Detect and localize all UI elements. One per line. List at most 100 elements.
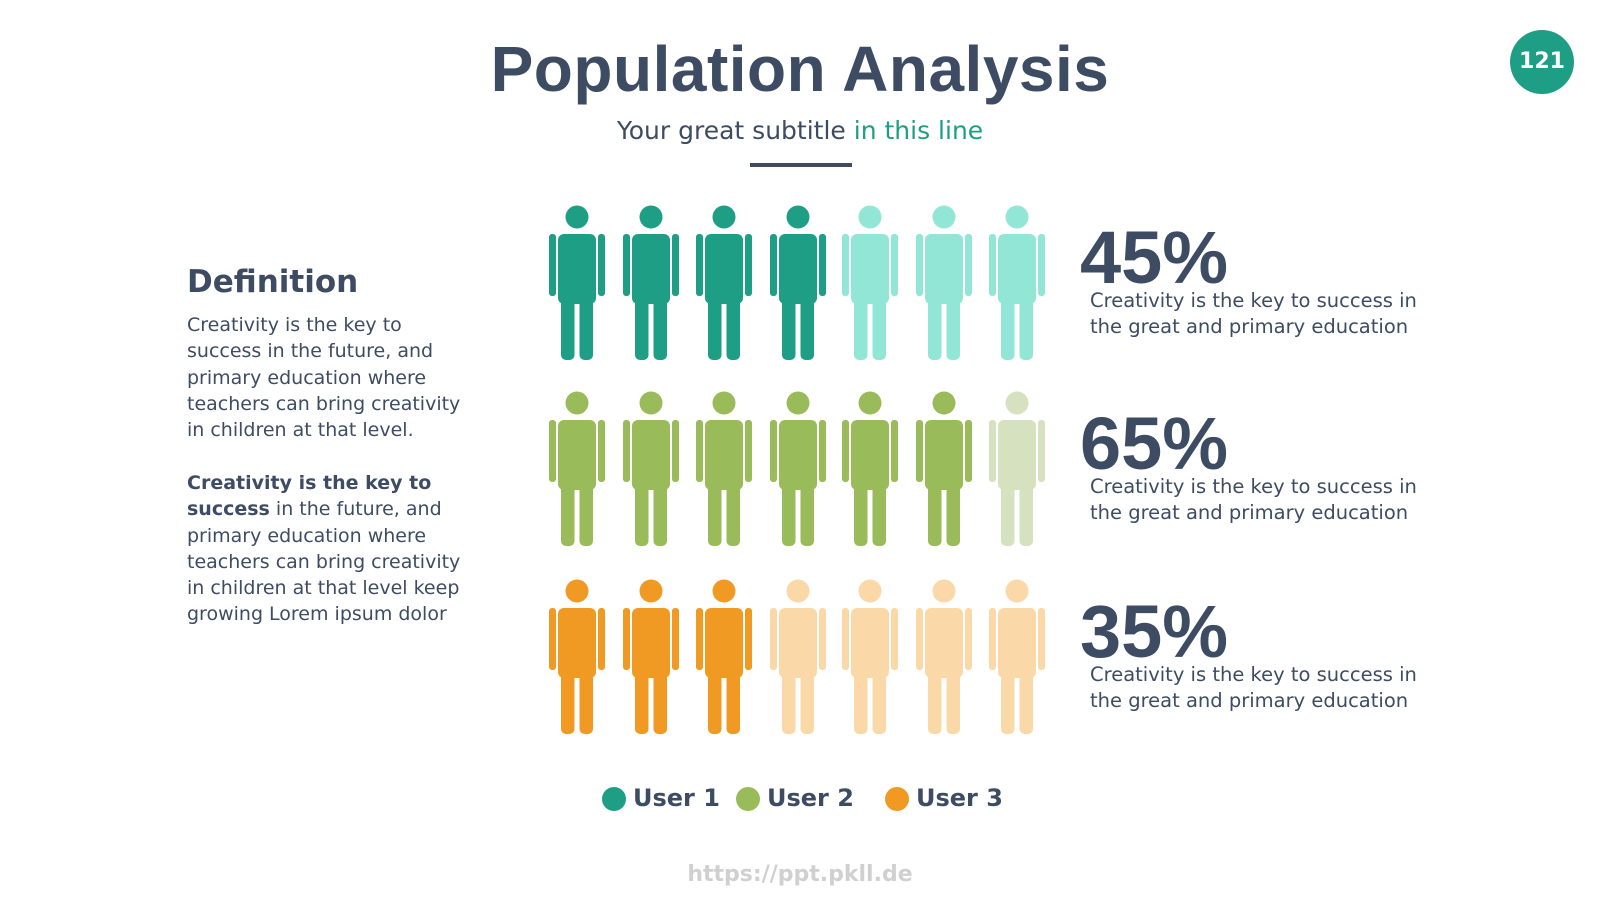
icon-arm	[842, 234, 849, 296]
person-icon	[770, 391, 826, 546]
icon-leg	[1001, 669, 1015, 734]
icon-leg	[561, 669, 575, 734]
icon-torso	[779, 608, 817, 678]
icon-torso	[998, 608, 1036, 678]
icon-torso	[925, 420, 963, 490]
icon-head	[639, 205, 663, 229]
icon-arm	[1038, 608, 1045, 670]
icon-leg	[946, 481, 960, 546]
icon-head	[1005, 579, 1029, 603]
icon-head	[858, 579, 882, 603]
icon-leg	[726, 481, 740, 546]
icon-arm	[672, 420, 679, 482]
icon-head	[712, 579, 736, 603]
icon-torso	[779, 420, 817, 490]
icon-arm	[891, 234, 898, 296]
icon-torso	[558, 420, 596, 490]
icon-head	[1005, 205, 1029, 229]
person-icon	[989, 391, 1045, 546]
icon-torso	[925, 234, 963, 304]
icon-arm	[598, 608, 605, 670]
icon-arm	[745, 234, 752, 296]
icon-leg	[579, 295, 593, 360]
icon-torso	[558, 608, 596, 678]
person-icon	[623, 579, 679, 734]
icon-leg	[1019, 481, 1033, 546]
icon-leg	[708, 295, 722, 360]
page-number: 121	[1510, 30, 1574, 94]
person-icon	[623, 205, 679, 360]
icon-arm	[819, 608, 826, 670]
person-icon	[842, 579, 898, 734]
icon-leg	[635, 295, 649, 360]
icon-leg	[561, 481, 575, 546]
icon-arm	[549, 234, 556, 296]
icon-leg	[928, 481, 942, 546]
icon-leg	[872, 481, 886, 546]
icon-arm	[842, 608, 849, 670]
subtitle: Your great subtitle in this line	[0, 116, 1600, 145]
icon-arm	[696, 420, 703, 482]
icon-leg	[946, 669, 960, 734]
icon-arm	[549, 608, 556, 670]
row-description: Creativity is the key to success in the g…	[1090, 475, 1417, 524]
row-description: Creativity is the key to success in the g…	[1090, 663, 1417, 712]
icon-arm	[989, 608, 996, 670]
icon-arm	[770, 608, 777, 670]
icon-torso	[705, 608, 743, 678]
icon-torso	[851, 234, 889, 304]
icon-torso	[705, 234, 743, 304]
person-icon	[989, 579, 1045, 734]
person-icon	[623, 391, 679, 546]
icon-arm	[1038, 234, 1045, 296]
icon-head	[786, 579, 810, 603]
icon-arm	[549, 420, 556, 482]
icon-head	[858, 391, 882, 415]
icon-head	[786, 391, 810, 415]
icon-head	[565, 205, 589, 229]
icon-torso	[998, 234, 1036, 304]
icon-arm	[819, 234, 826, 296]
icon-leg	[800, 481, 814, 546]
icon-leg	[782, 481, 796, 546]
icon-leg	[928, 295, 942, 360]
definition-title: Definition	[187, 264, 359, 300]
subtitle-text: Your great subtitle	[616, 116, 846, 145]
icon-leg	[854, 669, 868, 734]
icon-arm	[891, 608, 898, 670]
legend-label: User 2	[767, 784, 854, 812]
person-icon	[696, 205, 752, 360]
percent-label: 65%	[1080, 402, 1228, 485]
icon-leg	[579, 669, 593, 734]
icon-torso	[998, 420, 1036, 490]
person-icon	[916, 205, 972, 360]
icon-leg	[561, 295, 575, 360]
icon-arm	[891, 420, 898, 482]
icon-head	[858, 205, 882, 229]
icon-torso	[851, 420, 889, 490]
definition-paragraph: Creativity is the key to success in the …	[187, 314, 461, 442]
icon-torso	[705, 420, 743, 490]
icon-leg	[1001, 295, 1015, 360]
person-icon	[549, 391, 605, 546]
legend-label: User 3	[916, 784, 1003, 812]
icon-arm	[623, 420, 630, 482]
icon-torso	[632, 420, 670, 490]
icon-arm	[965, 234, 972, 296]
row-description: Creativity is the key to success in the g…	[1090, 289, 1417, 338]
icon-head	[639, 391, 663, 415]
icon-arm	[842, 420, 849, 482]
icon-leg	[653, 669, 667, 734]
legend-label: User 1	[633, 784, 720, 812]
icon-leg	[928, 669, 942, 734]
title-underline	[750, 163, 852, 167]
icon-torso	[558, 234, 596, 304]
icon-leg	[726, 669, 740, 734]
icon-leg	[635, 481, 649, 546]
icon-head	[565, 579, 589, 603]
icon-arm	[989, 420, 996, 482]
icon-head	[932, 391, 956, 415]
person-icon	[549, 205, 605, 360]
icon-head	[712, 205, 736, 229]
